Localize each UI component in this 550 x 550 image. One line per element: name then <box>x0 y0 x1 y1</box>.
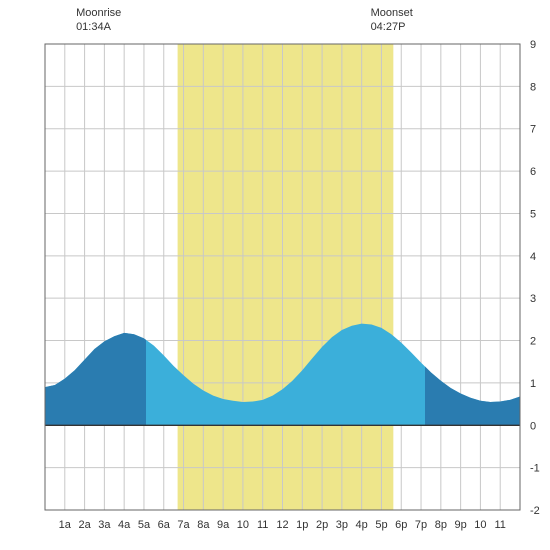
y-tick-label: 8 <box>530 81 536 93</box>
x-tick-label: 11 <box>257 519 268 531</box>
x-tick-label: 7p <box>415 519 427 531</box>
x-tick-label: 5a <box>138 519 151 531</box>
y-tick-label: 2 <box>530 336 536 348</box>
x-tick-label: 10 <box>474 519 486 531</box>
moonset-label: Moonset <box>371 7 413 19</box>
x-tick-label: 4p <box>356 519 368 531</box>
x-tick-label: 2p <box>316 519 328 531</box>
y-tick-label: 7 <box>530 124 536 136</box>
y-tick-label: 6 <box>530 166 536 178</box>
x-tick-label: 1p <box>296 519 308 531</box>
x-tick-label: 9p <box>455 519 467 531</box>
moonset-time: 04:27P <box>371 21 406 33</box>
y-tick-label: -2 <box>530 505 540 517</box>
x-tick-label: 8p <box>435 519 447 531</box>
y-tick-label: 4 <box>530 251 536 263</box>
x-tick-label: 10 <box>237 519 249 531</box>
x-tick-label: 12 <box>276 519 288 531</box>
chart-svg: 1a2a3a4a5a6a7a8a9a1011121p2p3p4p5p6p7p8p… <box>0 0 550 550</box>
y-tick-label: 5 <box>530 208 536 220</box>
x-tick-label: 6a <box>158 519 171 531</box>
x-tick-label: 8a <box>197 519 210 531</box>
x-tick-label: 5p <box>375 519 387 531</box>
x-tick-label: 6p <box>395 519 407 531</box>
moonrise-time: 01:34A <box>76 21 112 33</box>
x-tick-label: 4a <box>118 519 131 531</box>
x-tick-label: 11 <box>494 519 505 531</box>
y-tick-label: -1 <box>530 463 540 475</box>
y-tick-label: 3 <box>530 293 536 305</box>
y-tick-label: 9 <box>530 39 536 51</box>
tide-chart: 1a2a3a4a5a6a7a8a9a1011121p2p3p4p5p6p7p8p… <box>0 0 550 550</box>
x-tick-label: 9a <box>217 519 230 531</box>
x-tick-label: 3p <box>336 519 348 531</box>
x-tick-label: 3a <box>98 519 111 531</box>
x-tick-label: 2a <box>78 519 91 531</box>
y-tick-label: 0 <box>530 420 536 432</box>
x-tick-label: 7a <box>177 519 190 531</box>
daylight-band <box>178 44 394 510</box>
moonrise-label: Moonrise <box>76 7 121 19</box>
x-tick-label: 1a <box>59 519 72 531</box>
y-tick-label: 1 <box>530 378 536 390</box>
